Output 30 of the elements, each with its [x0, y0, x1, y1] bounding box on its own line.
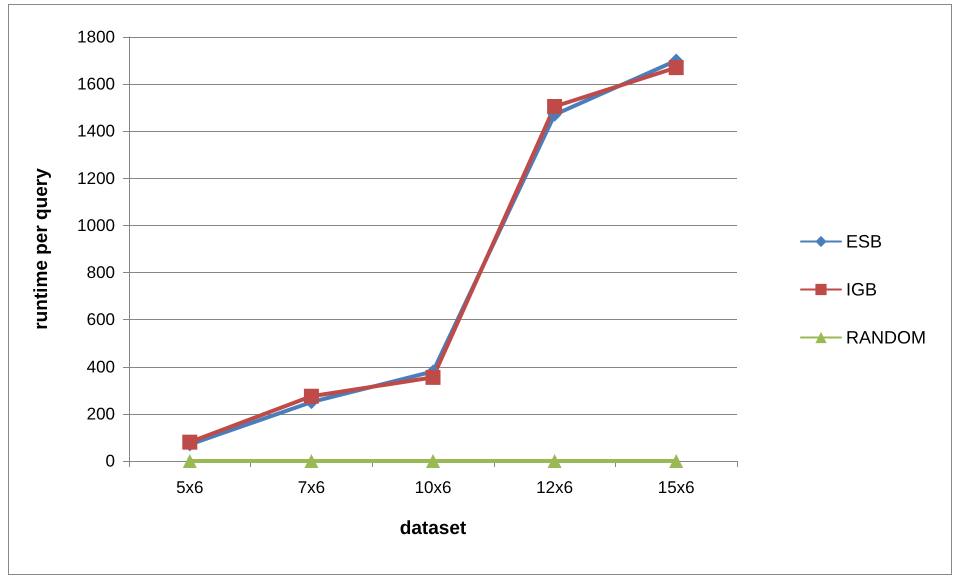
x-tick-label: 7x6 — [298, 478, 326, 497]
point — [426, 370, 440, 385]
point — [304, 454, 318, 468]
x-tick-label: 10x6 — [414, 478, 452, 497]
legend-label: ESB — [846, 232, 882, 252]
y-tick-label: 0 — [106, 452, 115, 470]
y-tick-label: 1200 — [77, 168, 115, 188]
legend-label: RANDOM — [846, 328, 926, 348]
x-tick-label: 15x6 — [658, 478, 695, 497]
y-tick-label: 1800 — [77, 28, 115, 46]
y-tick-label: 400 — [86, 357, 115, 376]
point — [304, 388, 319, 404]
x-tick-label: 5x6 — [176, 478, 204, 497]
point — [182, 434, 198, 450]
point — [426, 454, 440, 468]
legend-label: IGB — [846, 280, 878, 300]
y-tick-label: 1000 — [77, 216, 115, 235]
x-axis-title: dataset — [400, 518, 467, 539]
y-tick-label: 1600 — [77, 74, 115, 94]
point — [547, 98, 562, 114]
point — [182, 454, 197, 468]
y-tick-label: 200 — [86, 404, 115, 424]
point — [669, 454, 684, 468]
point — [548, 454, 562, 468]
y-tick-label: 600 — [86, 310, 115, 330]
y-axis-title: runtime per query — [31, 168, 52, 330]
x-tick-label: 12x6 — [536, 478, 574, 497]
point — [668, 60, 684, 76]
y-tick-label: 1400 — [77, 122, 115, 141]
y-tick-label: 800 — [86, 263, 115, 282]
